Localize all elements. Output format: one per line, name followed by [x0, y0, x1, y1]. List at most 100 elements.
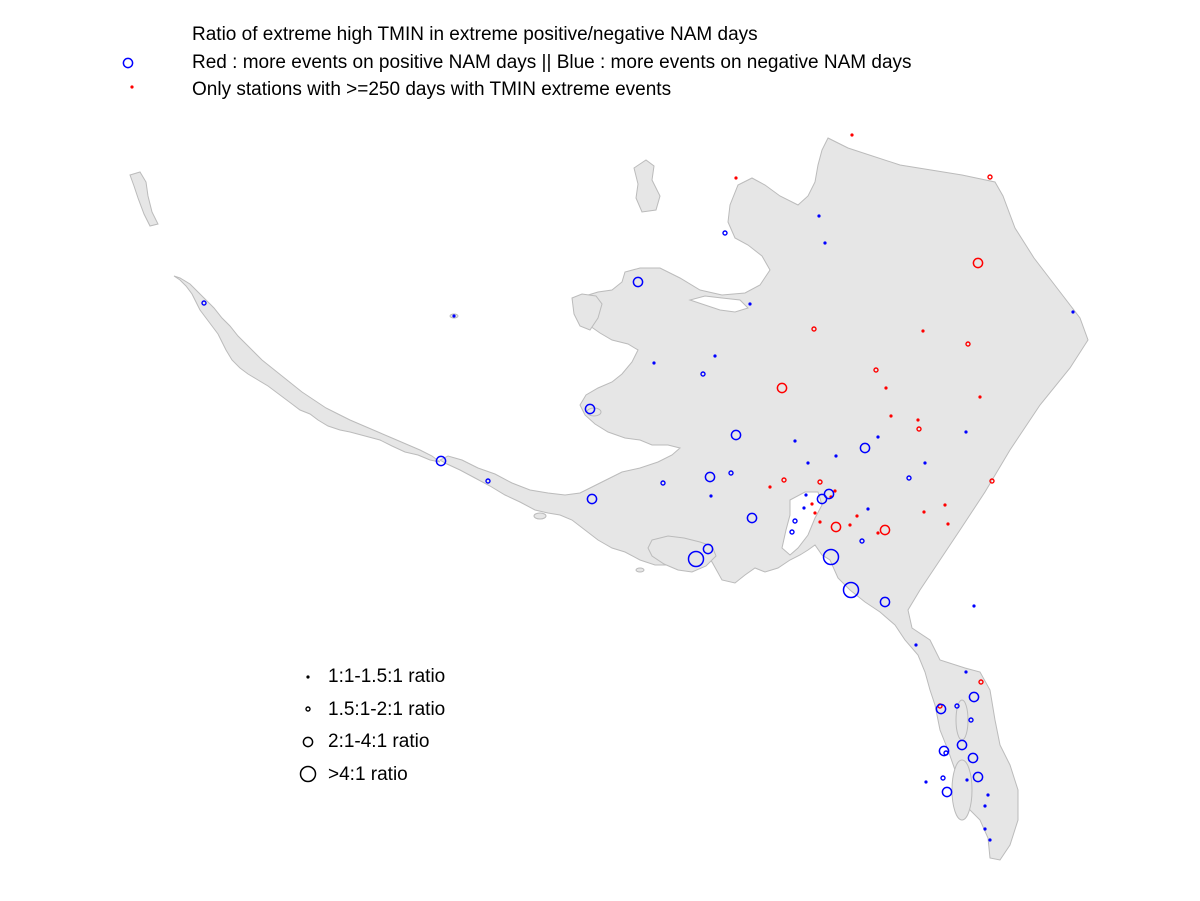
- station-marker-negative: [713, 354, 717, 358]
- station-marker-negative: [816, 493, 828, 505]
- station-marker-negative: [842, 581, 860, 599]
- station-marker-negative: [964, 670, 968, 674]
- station-marker-negative: [632, 276, 644, 288]
- legend-label-xlarge: >4:1 ratio: [328, 764, 408, 785]
- station-marker-positive: [884, 386, 888, 390]
- station-marker-negative: [687, 550, 705, 568]
- station-marker-negative: [584, 403, 596, 415]
- near-islands: [129, 171, 159, 227]
- station-marker-negative: [876, 435, 880, 439]
- station-marker-negative: [789, 529, 795, 535]
- station-marker-negative: [746, 512, 758, 524]
- station-marker-negative: [485, 478, 491, 484]
- title-marker-red: [130, 85, 134, 89]
- station-marker-positive: [734, 176, 738, 180]
- station-marker-negative: [968, 691, 980, 703]
- station-marker-negative: [822, 548, 840, 566]
- sanak-island: [533, 512, 547, 520]
- station-marker-positive: [943, 503, 947, 507]
- station-marker-positive: [848, 523, 852, 527]
- station-marker-positive: [781, 477, 787, 483]
- station-marker-negative: [943, 750, 949, 756]
- station-marker-negative: [652, 361, 656, 365]
- station-marker-negative: [702, 543, 714, 555]
- station-marker-negative: [1071, 310, 1075, 314]
- station-marker-positive: [833, 489, 837, 493]
- station-marker-negative: [817, 214, 821, 218]
- legend-marker-2: [305, 706, 311, 712]
- station-marker-negative: [968, 717, 974, 723]
- legend-label-small: 1:1-1.5:1 ratio: [328, 666, 446, 687]
- cook-inlet: [781, 491, 823, 556]
- station-marker-negative: [965, 778, 969, 782]
- station-marker-negative: [986, 793, 990, 797]
- station-marker-positive: [916, 426, 922, 432]
- station-marker-negative: [728, 470, 734, 476]
- norton-sound: [688, 295, 749, 313]
- station-marker-positive: [855, 514, 859, 518]
- northwest-island: [633, 159, 661, 213]
- station-marker-negative: [983, 804, 987, 808]
- station-marker-negative: [859, 538, 865, 544]
- station-marker-positive: [978, 679, 984, 685]
- station-marker-negative: [704, 471, 716, 483]
- station-marker-positive: [989, 478, 995, 484]
- st-lawrence-island: [571, 293, 603, 331]
- legend-marker-4: [299, 765, 317, 783]
- title-line-1: Ratio of extreme high TMIN in extreme po…: [192, 24, 758, 45]
- station-marker-positive: [889, 414, 893, 418]
- station-marker-negative: [940, 775, 946, 781]
- station-marker-negative: [964, 430, 968, 434]
- station-marker-negative: [866, 507, 870, 511]
- legend-markers: [122, 57, 317, 783]
- station-marker-positive: [817, 479, 823, 485]
- semidi-island: [635, 567, 645, 573]
- station-marker-negative: [956, 739, 968, 751]
- station-marker-negative: [452, 314, 456, 318]
- station-marker-positive: [811, 326, 817, 332]
- station-marker-negative: [586, 493, 598, 505]
- station-marker-positive: [972, 257, 984, 269]
- station-marker-negative: [914, 643, 918, 647]
- station-marker-positive: [921, 329, 925, 333]
- title-marker-blue: [122, 57, 134, 69]
- legend-label-large: 2:1-4:1 ratio: [328, 731, 430, 752]
- station-marker-negative: [983, 827, 987, 831]
- station-marker-negative: [802, 506, 806, 510]
- station-marker-positive: [873, 367, 879, 373]
- station-marker-negative: [435, 455, 447, 467]
- station-marker-negative: [972, 771, 984, 783]
- mainland-alaska: [438, 137, 1089, 861]
- station-marker-negative: [935, 703, 947, 715]
- station-marker-negative: [722, 230, 728, 236]
- station-marker-negative: [793, 439, 797, 443]
- kodiak-island: [647, 535, 717, 573]
- station-marker-negative: [823, 488, 835, 500]
- station-marker-negative: [748, 302, 752, 306]
- station-marker-positive: [987, 174, 993, 180]
- station-marker-negative: [660, 480, 666, 486]
- station-marker-negative: [834, 454, 838, 458]
- station-marker-negative: [941, 786, 953, 798]
- station-marker-positive: [876, 531, 880, 535]
- station-marker-positive: [810, 502, 814, 506]
- station-marker-positive: [978, 395, 982, 399]
- legend-marker-3: [302, 736, 314, 748]
- station-marker-negative: [924, 780, 928, 784]
- station-marker-positive: [850, 133, 854, 137]
- station-marker-negative: [988, 838, 992, 842]
- legend-marker-1: [306, 675, 310, 679]
- station-marker-negative: [954, 703, 960, 709]
- alaska-landmass: [129, 137, 1089, 861]
- legend-label-medium: 1.5:1-2:1 ratio: [328, 699, 446, 720]
- station-marker-positive: [946, 522, 950, 526]
- station-marker-negative: [201, 300, 207, 306]
- title-line-3: Only stations with >=250 days with TMIN …: [192, 79, 672, 100]
- station-marker-negative: [823, 241, 827, 245]
- station-marker-negative: [967, 752, 979, 764]
- station-marker-negative: [879, 596, 891, 608]
- station-marker-negative: [938, 745, 950, 757]
- station-marker-positive: [916, 418, 920, 422]
- station-marker-negative: [906, 475, 912, 481]
